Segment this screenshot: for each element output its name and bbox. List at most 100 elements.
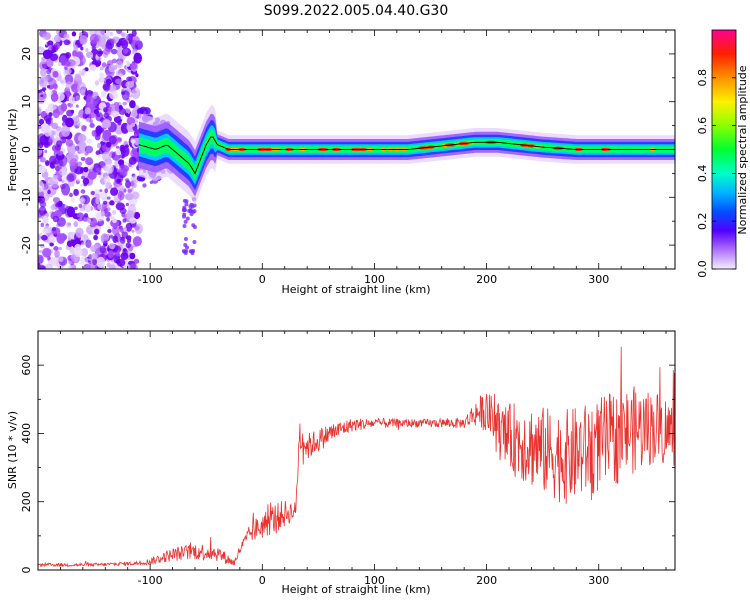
- heatmap-cell: [89, 123, 95, 128]
- heatmap-cell: [51, 181, 59, 188]
- heatmap-cell: [57, 150, 64, 156]
- heatmap-cell: [109, 90, 118, 100]
- heatmap-cell: [105, 182, 112, 190]
- heatmap-cell: [73, 221, 79, 228]
- heatmap-cell: [82, 177, 90, 185]
- heatmap-cell: [81, 125, 87, 132]
- heatmap-cell: [192, 224, 197, 229]
- heatmap-cell: [38, 180, 45, 193]
- heatmap-cell: [84, 203, 92, 213]
- heatmap-cell: [75, 227, 84, 238]
- heatmap-cell: [85, 96, 95, 107]
- heatmap-cell: [133, 133, 138, 137]
- heatmap-cell: [125, 242, 131, 249]
- heatmap-cell: [126, 76, 133, 83]
- heatmap-cell: [131, 229, 135, 233]
- heatmap-cell: [132, 236, 142, 247]
- heatmap-cell: [75, 95, 80, 102]
- snr-axes: -100 0 100 200 300 0 200 400 600: [20, 330, 675, 587]
- heatmap-cell: [53, 246, 59, 251]
- heatmap-cell: [54, 144, 62, 151]
- y-tick-label: 200: [20, 491, 33, 512]
- y-tick-label: 400: [20, 423, 33, 444]
- heatmap-cell: [192, 209, 197, 214]
- heatmap-cell: [122, 101, 127, 106]
- heatmap-cell: [85, 48, 89, 53]
- heatmap-cell: [95, 193, 100, 200]
- heatmap-cell: [129, 180, 135, 187]
- heatmap-cell: [56, 91, 65, 102]
- heatmap-cell: [48, 234, 55, 242]
- heatmap-cell: [116, 178, 121, 184]
- heatmap-cell: [40, 123, 50, 133]
- heatmap-cell: [61, 125, 71, 137]
- heatmap-cell: [79, 197, 86, 204]
- heatmap-cell: [102, 151, 112, 162]
- heatmap-cell: [119, 144, 126, 152]
- x-tick-label: -100: [138, 273, 163, 286]
- heatmap-cell: [107, 250, 114, 259]
- heatmap-cell: [131, 30, 137, 37]
- heatmap-cell: [122, 227, 127, 233]
- heatmap-cell: [65, 54, 70, 59]
- heatmap-cell: [115, 145, 120, 149]
- spectrogram-xlabel: Height of straight line (km): [281, 283, 430, 296]
- heatmap-cell: [124, 161, 129, 167]
- heatmap-cell: [130, 122, 136, 127]
- heatmap-cell: [112, 218, 117, 223]
- heatmap-cell: [121, 88, 125, 93]
- heatmap-cell: [125, 202, 130, 207]
- heatmap-cell: [52, 215, 60, 223]
- heatmap-cell: [78, 69, 86, 77]
- heatmap-cell: [42, 247, 52, 258]
- heatmap-cell: [72, 50, 78, 57]
- heatmap-cell: [106, 217, 110, 222]
- heatmap-cell: [80, 46, 84, 51]
- heatmap-cell: [80, 189, 86, 194]
- heatmap-cell: [99, 189, 103, 193]
- heatmap-cell: [85, 239, 92, 249]
- heatmap-cell: [99, 72, 105, 78]
- ridge-band: [138, 129, 675, 181]
- heatmap-cell: [40, 68, 47, 77]
- heatmap-cell: [79, 183, 84, 187]
- x-tick-label: 0: [259, 273, 266, 286]
- heatmap-cell: [96, 256, 106, 269]
- heatmap-cell: [42, 87, 47, 91]
- heatmap-cell: [105, 78, 112, 85]
- heatmap-cell: [83, 166, 89, 173]
- heatmap-cell: [185, 216, 190, 221]
- heatmap-cell: [84, 145, 94, 154]
- heatmap-cell: [39, 232, 43, 237]
- heatmap-cell: [77, 140, 87, 154]
- heatmap-cell: [184, 202, 189, 207]
- heatmap-cell: [38, 205, 47, 216]
- heatmap-cell: [38, 141, 44, 149]
- heatmap-cell: [49, 155, 57, 166]
- heatmap-cell: [96, 142, 102, 149]
- colorbar-tick-label: 0.6: [696, 117, 709, 135]
- heatmap-cell: [74, 73, 82, 82]
- ridge-band: [138, 125, 675, 185]
- x-tick-label: 100: [364, 574, 385, 587]
- heatmap-cell: [91, 45, 96, 51]
- heatmap-cell: [54, 165, 61, 172]
- heatmap-cell: [108, 64, 116, 73]
- heatmap-cell: [188, 207, 193, 212]
- heatmap-cell: [102, 200, 108, 205]
- heatmap-cell: [69, 192, 73, 198]
- heatmap-cell: [121, 90, 130, 101]
- heatmap-cell: [95, 112, 104, 122]
- heatmap-cell: [94, 228, 100, 235]
- heatmap-cell: [79, 35, 88, 45]
- heatmap-cell: [105, 30, 111, 37]
- heatmap-cell: [129, 100, 136, 109]
- heatmap-cell: [63, 39, 71, 46]
- heatmap-cell: [122, 218, 127, 223]
- heatmap-cell: [131, 87, 141, 100]
- heatmap-cell: [116, 258, 126, 267]
- heatmap-cell: [98, 42, 103, 47]
- heatmap-cell: [133, 52, 142, 64]
- heatmap-cell: [105, 141, 112, 148]
